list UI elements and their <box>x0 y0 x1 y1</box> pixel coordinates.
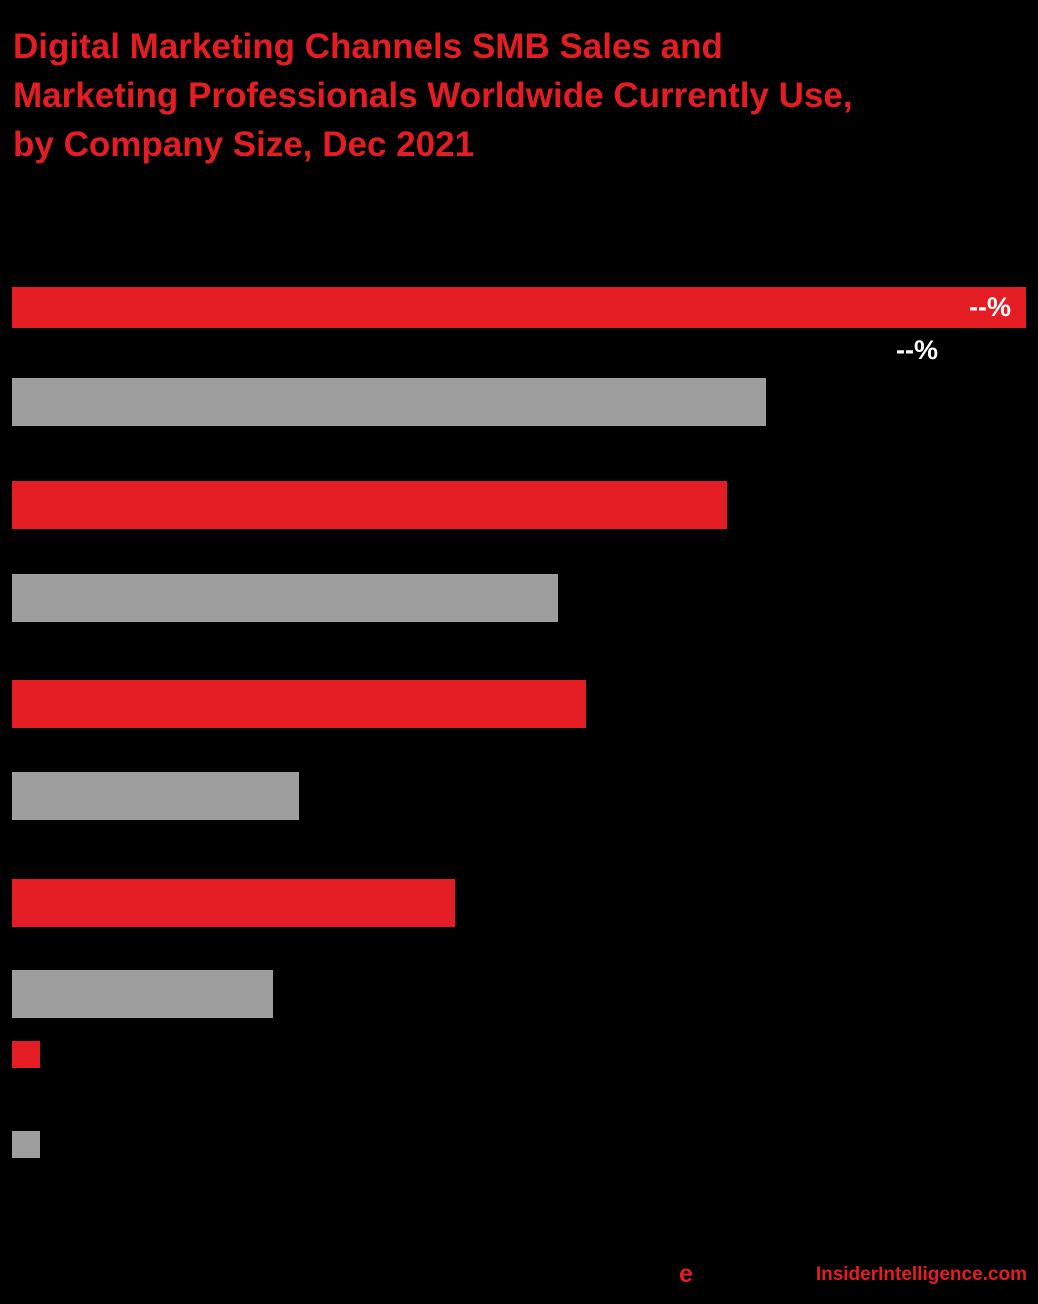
chart-title-line-2: Marketing Professionals Worldwide Curren… <box>13 76 853 115</box>
bar-3-gray <box>12 772 299 820</box>
bar-3-red <box>12 680 586 728</box>
chart-title-line-3: by Company Size, Dec 2021 <box>13 125 475 164</box>
bar-2-red <box>12 481 727 529</box>
insider-intelligence-label: InsiderIntelligence.com <box>815 1264 1027 1285</box>
chart-title: Digital Marketing Channels SMB Sales and… <box>13 22 853 169</box>
emarketer-logo-e: e <box>679 1260 693 1288</box>
bar-value-label: --% <box>969 292 1011 322</box>
bar-5-red <box>12 1041 40 1068</box>
bar-1-gray <box>12 378 766 426</box>
bar-2-gray <box>12 574 558 622</box>
bar-5-gray <box>12 1131 40 1158</box>
floating-value-label: --% <box>896 335 938 365</box>
bar-4-red <box>12 879 455 927</box>
chart-title-line-1: Digital Marketing Channels SMB Sales and <box>13 27 723 66</box>
bar-4-gray <box>12 970 273 1018</box>
bar-1-red: --% <box>12 287 1026 328</box>
